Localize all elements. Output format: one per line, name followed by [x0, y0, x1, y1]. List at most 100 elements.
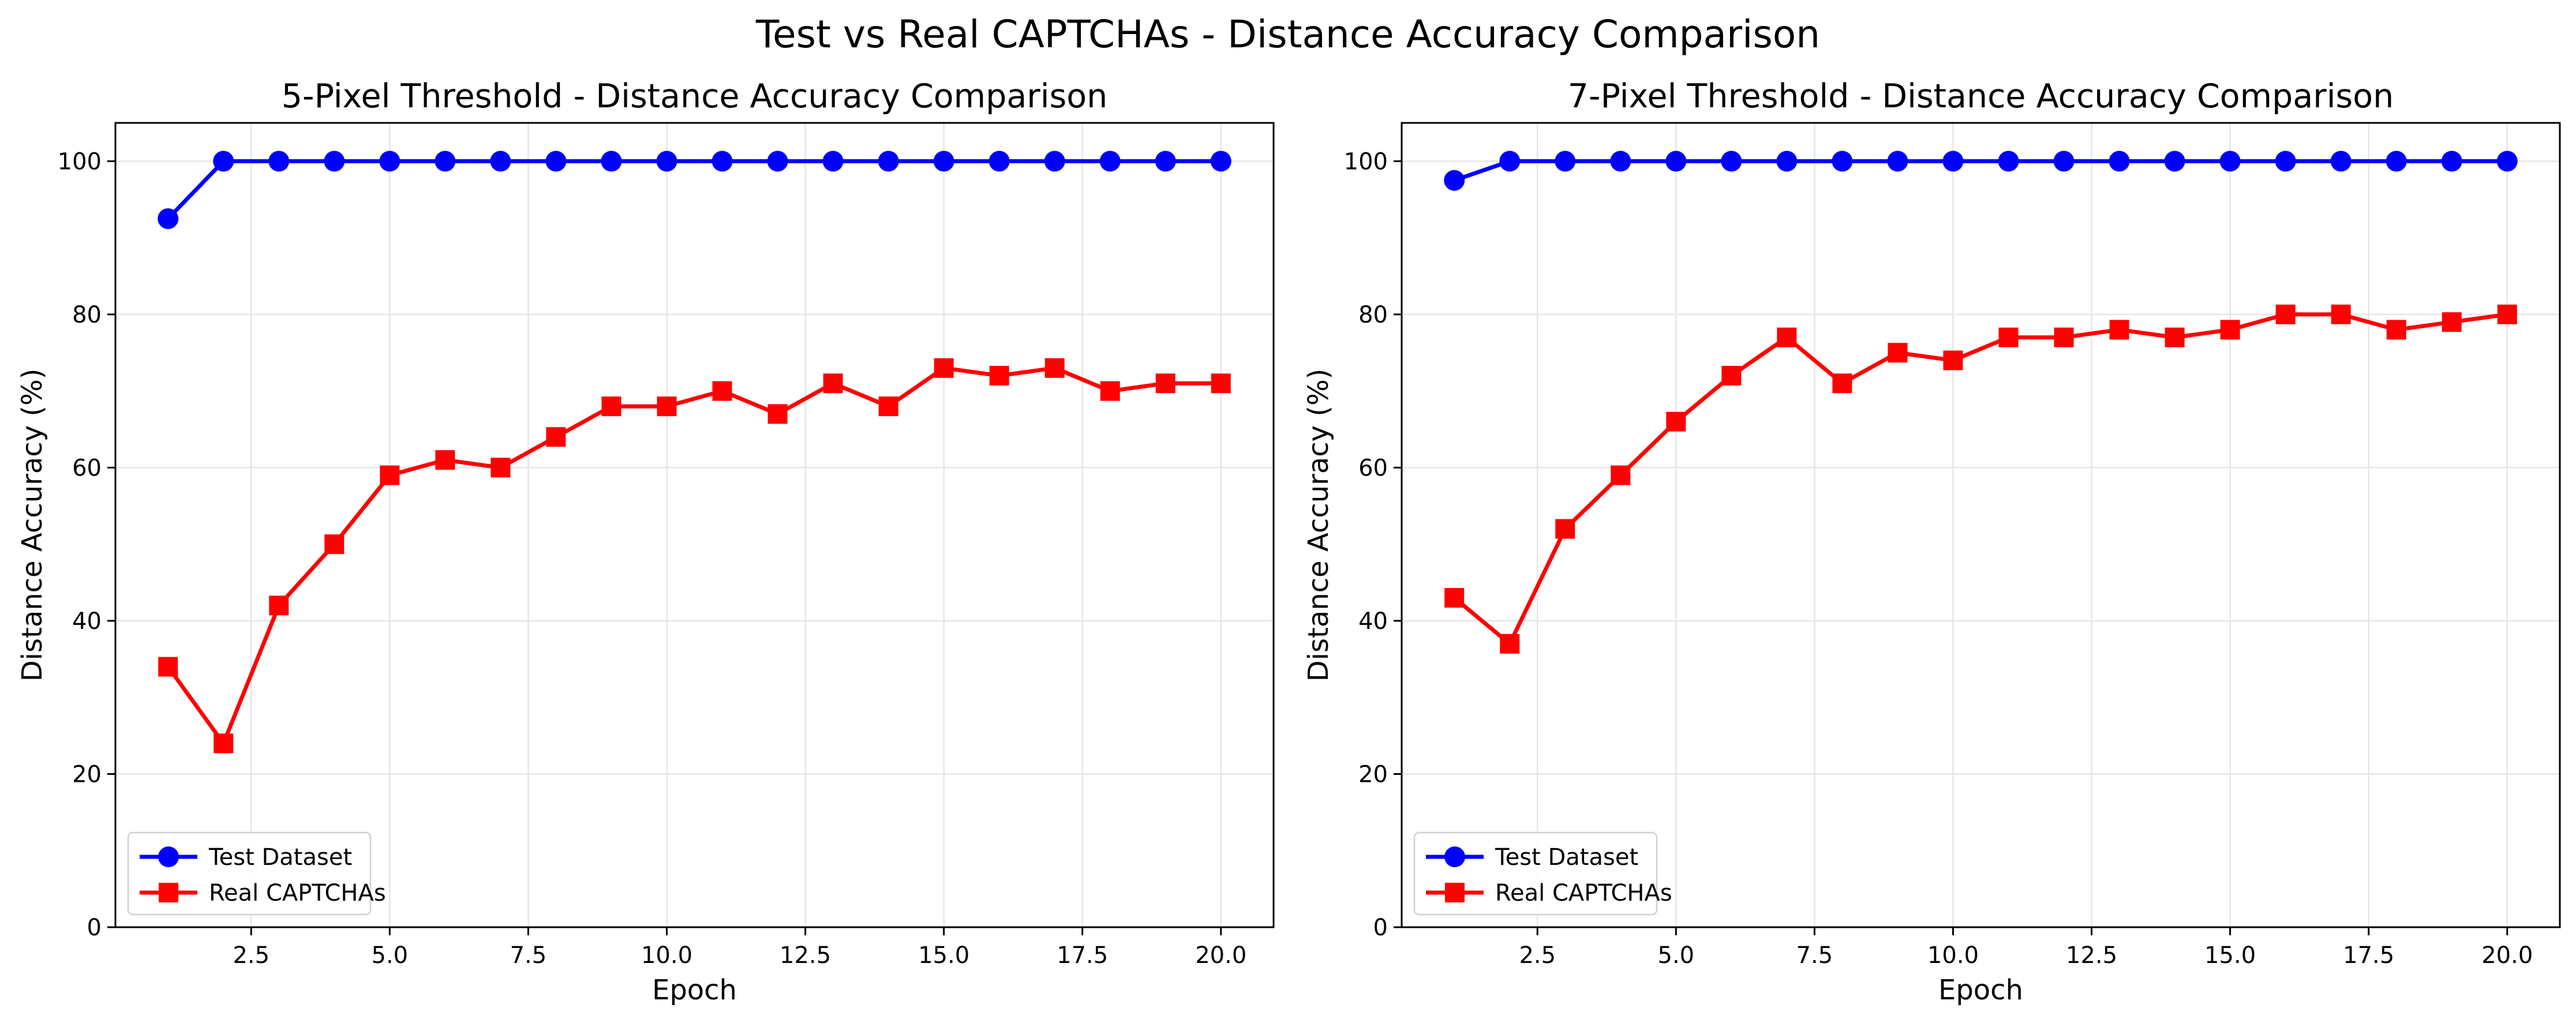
chart-2-series-2-point-8 — [1832, 373, 1852, 394]
chart-1-series-2-point-19 — [1155, 373, 1175, 394]
chart-2-series-2-point-4 — [1611, 465, 1631, 485]
chart-1-series-2-point-13 — [823, 373, 843, 394]
chart-1-series-2-point-3 — [269, 595, 289, 616]
chart-1-series-1-point-17 — [1044, 151, 1065, 172]
chart-2-series-1-point-3 — [1555, 151, 1576, 172]
chart-1-series-1-point-6 — [435, 151, 456, 172]
chart-1-series-1-point-13 — [822, 151, 844, 172]
chart-2-series-1-point-13 — [2109, 151, 2130, 172]
chart-1-series-2-point-2 — [214, 733, 234, 754]
chart-1-series-2-point-12 — [767, 404, 788, 424]
chart-2-series-2-point-1 — [1444, 588, 1465, 608]
chart-2-y-axis-label: Distance Accuracy (%) — [1302, 369, 1335, 682]
chart-2-series-2-point-17 — [2331, 304, 2351, 324]
chart-1-series-1-point-7 — [490, 151, 511, 172]
chart-2-series-2-point-12 — [2054, 327, 2074, 347]
chart-1-x-tick-label-6: 17.5 — [1057, 942, 1108, 969]
chart-1-legend-marker-2 — [159, 883, 178, 902]
chart-2-x-tick-label-6: 17.5 — [2343, 942, 2394, 969]
chart-1-y-tick-label-3: 60 — [72, 455, 102, 481]
chart-2-series-1-point-16 — [2275, 151, 2296, 172]
chart-1-series-1-point-1 — [158, 208, 179, 229]
chart-1-y-tick-label-2: 40 — [72, 608, 102, 635]
chart-1-series-2-point-20 — [1211, 373, 1231, 394]
chart-2-legend-marker-1 — [1444, 846, 1465, 867]
chart-2-x-tick-label-0: 2.5 — [1519, 942, 1556, 969]
chart-1-series-2-point-16 — [989, 366, 1009, 386]
chart-2-series-1-point-7 — [1776, 151, 1798, 172]
chart-1-legend-marker-1 — [158, 846, 179, 867]
chart-2-series-2-point-15 — [2220, 320, 2240, 340]
chart-1-x-tick-label-3: 10.0 — [641, 942, 692, 969]
chart-1-series-1-point-15 — [933, 151, 954, 172]
chart-1-series-2-point-17 — [1044, 358, 1065, 378]
chart-1-series-1-point-5 — [379, 151, 400, 172]
chart-2-y-tick-label-5: 100 — [1344, 148, 1388, 175]
chart-1-panel: 2.5 5.0 7.5 10.0 12.5 15.0 17.5 20.0 0 20 40 60 80 10… — [16, 77, 1275, 1006]
chart-1-legend-label-2: Real CAPTCHAs — [209, 880, 386, 906]
chart-2-series-1-point-2 — [1499, 151, 1521, 172]
chart-1-series-1-point-20 — [1210, 151, 1231, 172]
chart-2-x-tick-label-4: 12.5 — [2066, 942, 2117, 969]
chart-2-legend-label-1: Test Dataset — [1495, 844, 1638, 871]
chart-1-y-tick-label-1: 20 — [72, 761, 102, 788]
chart-2-legend: Test Dataset Real CAPTCHAs — [1413, 831, 1672, 916]
chart-2-series-2-point-6 — [1721, 366, 1742, 386]
chart-1-series-1-point-8 — [545, 151, 567, 172]
chart-2-series-2-point-9 — [1888, 343, 1908, 363]
chart-1-series-2-point-11 — [712, 381, 732, 401]
chart-2-series-1-point-10 — [1942, 151, 1964, 172]
chart-1-y-tick-label-4: 80 — [72, 302, 102, 328]
chart-1-axes-frame — [114, 122, 1275, 928]
chart-2-x-tick-label-5: 15.0 — [2204, 942, 2256, 969]
chart-2-series-1-point-9 — [1887, 151, 1908, 172]
chart-2-x-axis-label: Epoch — [1938, 974, 2023, 1006]
chart-1-series-2-point-15 — [934, 358, 954, 378]
chart-2-series-2-point-13 — [2109, 320, 2129, 340]
chart-2-series-2-point-7 — [1777, 327, 1797, 347]
chart-1-series-1-point-12 — [767, 151, 788, 172]
chart-2-series-1-point-1 — [1444, 170, 1465, 191]
chart-1-series-1-point-16 — [989, 151, 1010, 172]
chart-2-x-tick-label-7: 20.0 — [2481, 942, 2533, 969]
chart-1-series-1-point-3 — [268, 151, 290, 172]
chart-1-series-2-point-4 — [324, 534, 345, 554]
chart-1-series-2-line — [166, 366, 1221, 745]
chart-1-y-tick-label-5: 100 — [58, 148, 102, 175]
chart-1-x-tick-label-4: 12.5 — [780, 942, 831, 969]
chart-2-series-2-point-2 — [1500, 634, 1520, 654]
chart-1-series-2-point-7 — [491, 458, 511, 478]
chart-1-x-tick-label-1: 5.0 — [372, 942, 409, 969]
chart-1-series-1-point-19 — [1155, 151, 1176, 172]
chart-2-x-tick-label-3: 10.0 — [1927, 942, 1979, 969]
chart-2-legend-label-2: Real CAPTCHAs — [1495, 880, 1672, 906]
chart-2-y-tick-label-1: 20 — [1358, 761, 1388, 788]
chart-1-series-2-point-10 — [657, 396, 677, 417]
chart-1-y-tick-label-0: 0 — [87, 915, 102, 941]
chart-1-series-1-point-2 — [213, 151, 234, 172]
chart-2-series-2-point-14 — [2165, 327, 2185, 347]
chart-2-series-1-point-12 — [2053, 151, 2075, 172]
chart-2-title: 7-Pixel Threshold - Distance Accuracy Co… — [1568, 77, 2394, 115]
chart-2-series-1-point-19 — [2441, 151, 2462, 172]
chart-2-series-2-point-20 — [2497, 304, 2517, 324]
chart-2-panel: 2.5 5.0 7.5 10.0 12.5 15.0 17.5 20.0 0 20 40 60 80 10… — [1302, 77, 2561, 1006]
chart-2-series-1-point-5 — [1665, 151, 1687, 172]
chart-2-legend-marker-2 — [1445, 883, 1465, 902]
chart-2-series-1-point-14 — [2164, 151, 2185, 172]
chart-2-series-2-point-10 — [1943, 350, 1963, 370]
chart-1-series-1-point-10 — [656, 151, 677, 172]
chart-1-series-2-point-14 — [878, 396, 898, 417]
chart-2-series-2-point-11 — [1998, 327, 2019, 347]
chart-1-y-axis-label: Distance Accuracy (%) — [16, 369, 48, 682]
chart-1-series-1-point-4 — [324, 151, 345, 172]
chart-1-title: 5-Pixel Threshold - Distance Accuracy Co… — [282, 77, 1108, 115]
chart-1-x-tick-label-5: 15.0 — [918, 942, 969, 969]
chart-2-series-2-point-16 — [2275, 304, 2296, 324]
chart-1-series-1-point-18 — [1099, 151, 1121, 172]
chart-1-x-tick-label-2: 7.5 — [510, 942, 547, 969]
chart-2-series-2-point-3 — [1555, 519, 1575, 539]
chart-2-axes-frame — [1401, 122, 2561, 928]
chart-2-series-2-point-19 — [2442, 312, 2462, 332]
